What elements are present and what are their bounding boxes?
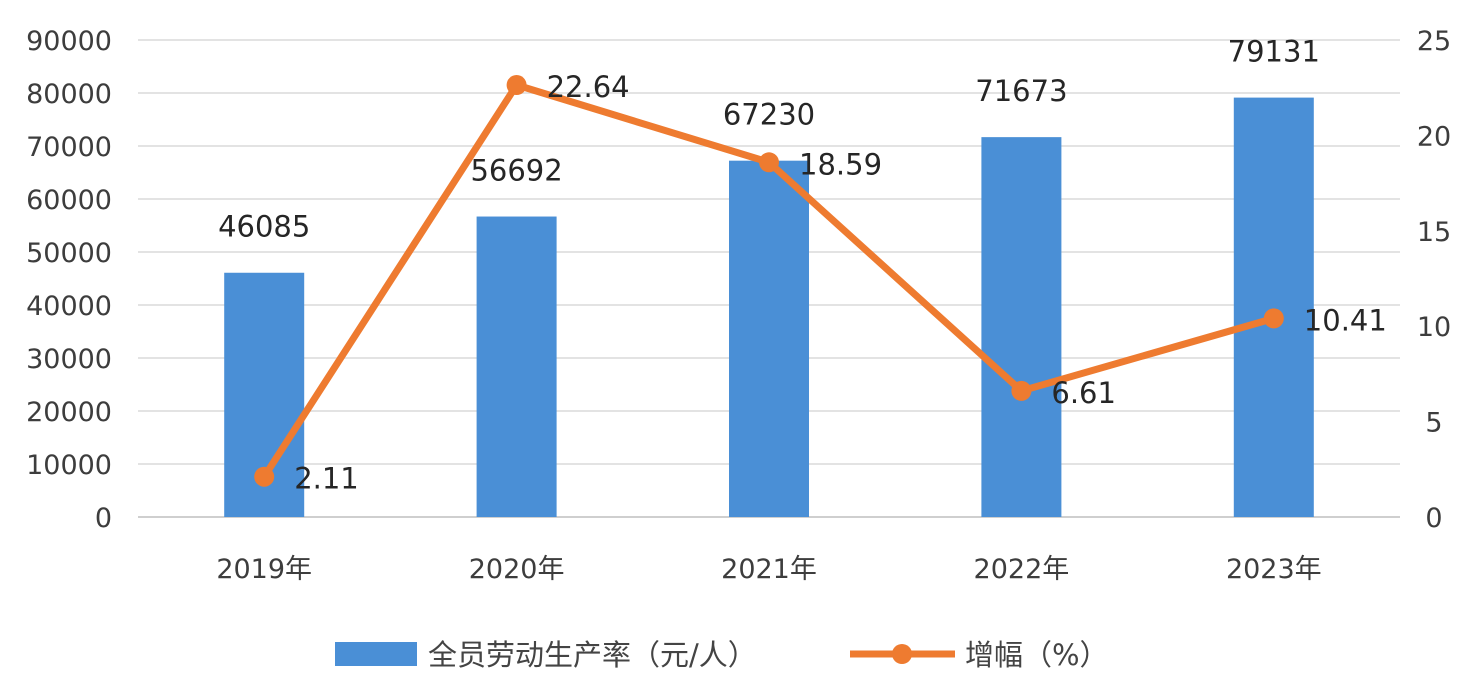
line-data-label: 18.59	[799, 147, 882, 181]
line-marker	[759, 152, 779, 173]
right-tick-label: 10	[1417, 312, 1451, 343]
bar-data-label: 71673	[975, 74, 1067, 108]
line-marker	[1263, 308, 1284, 329]
right-tick-label: 15	[1417, 217, 1451, 248]
left-tick-label: 50000	[26, 238, 112, 269]
line-data-label: 6.61	[1051, 376, 1116, 410]
legend-label-bar: 全员劳动生产率（元/人）	[428, 638, 757, 672]
left-tick-label: 0	[95, 503, 112, 534]
bar-data-label: 67230	[723, 98, 815, 132]
line-data-label: 10.41	[1304, 303, 1387, 337]
right-tick-label: 5	[1425, 408, 1442, 439]
legend-label-line: 增幅（%）	[965, 638, 1109, 672]
line-marker	[254, 466, 275, 487]
bar-data-labels: 46085 56692 67230 71673 79131	[218, 35, 1320, 244]
x-tick-label: 2020年	[469, 554, 565, 585]
bar	[1233, 97, 1314, 517]
x-tick-label: 2022年	[974, 554, 1070, 585]
left-tick-label: 80000	[26, 79, 112, 110]
x-axis: 2019年 2020年 2021年 2022年 2023年	[216, 554, 1321, 585]
right-axis: 0 5 10 15 20 25	[1417, 26, 1451, 534]
left-tick-label: 30000	[26, 344, 112, 375]
left-tick-label: 60000	[26, 185, 112, 216]
line-data-label: 22.64	[547, 70, 630, 104]
left-tick-label: 10000	[26, 450, 112, 481]
x-tick-label: 2021年	[721, 554, 817, 585]
line-marker	[506, 75, 527, 96]
left-tick-label: 70000	[26, 132, 112, 163]
bar	[729, 160, 809, 517]
line-data-label: 2.11	[294, 462, 359, 496]
left-axis: 0 10000 20000 30000 40000 50000 60000 70000 8000…	[26, 26, 112, 534]
left-tick-label: 20000	[26, 397, 112, 428]
right-tick-label: 25	[1417, 26, 1451, 57]
bar	[981, 137, 1062, 517]
bar-data-label: 56692	[470, 154, 562, 188]
left-tick-label: 40000	[26, 291, 112, 322]
legend-swatch-marker	[892, 644, 912, 664]
legend: 全员劳动生产率（元/人） 增幅（%）	[335, 638, 1109, 672]
line-series	[254, 75, 1284, 487]
right-tick-label: 0	[1425, 503, 1442, 534]
x-tick-label: 2019年	[216, 554, 312, 585]
x-tick-label: 2023年	[1226, 554, 1322, 585]
bar-data-label: 79131	[1228, 35, 1320, 69]
bar	[476, 216, 557, 517]
line-data-labels: 2.11 22.64 18.59 6.61 10.41	[294, 70, 1387, 496]
bar-data-label: 46085	[218, 210, 310, 244]
legend-swatch-bar	[335, 642, 417, 666]
line-marker	[1011, 380, 1032, 401]
bar-series	[224, 97, 1314, 517]
left-tick-label: 90000	[26, 26, 112, 57]
right-tick-label: 20	[1417, 121, 1451, 152]
